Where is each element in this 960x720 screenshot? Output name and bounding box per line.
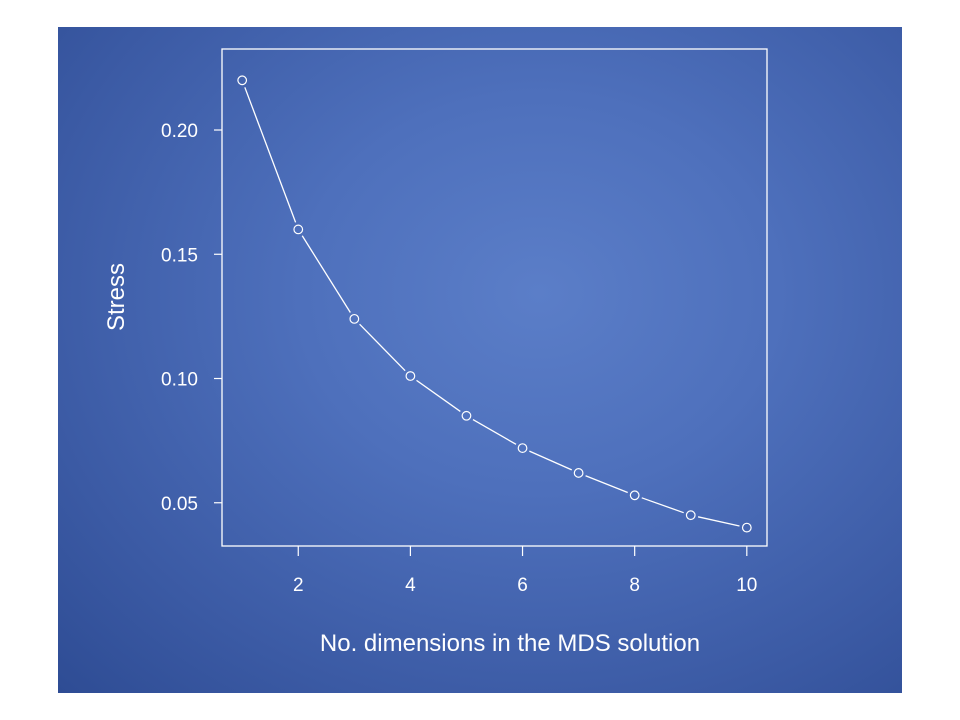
data-point bbox=[349, 313, 360, 324]
y-axis: 0.05 0.10 0.15 0.20 bbox=[161, 121, 222, 515]
x-tick-label: 2 bbox=[293, 575, 304, 596]
y-tick-label: 0.05 bbox=[161, 494, 198, 515]
data-point bbox=[629, 490, 640, 501]
series-points bbox=[237, 75, 752, 533]
stress-plot: 2 4 6 8 10 0.05 0.10 0.15 0.20 No. dimensions i… bbox=[103, 48, 768, 657]
slide-background: 2 4 6 8 10 0.05 0.10 0.15 0.20 No. dimensions i… bbox=[58, 27, 902, 693]
x-tick-label: 8 bbox=[629, 575, 640, 596]
data-point bbox=[573, 468, 584, 478]
y-tick-label: 0.10 bbox=[161, 370, 198, 391]
line-segment bbox=[472, 418, 517, 445]
line-segment bbox=[359, 323, 406, 372]
data-point bbox=[741, 522, 752, 533]
y-axis-title: Stress bbox=[103, 263, 130, 331]
line-segment bbox=[244, 87, 297, 223]
x-tick-label: 6 bbox=[517, 575, 528, 596]
line-segment bbox=[416, 379, 461, 412]
data-point bbox=[461, 410, 472, 421]
plot-frame bbox=[221, 48, 768, 547]
y-tick-label: 0.20 bbox=[161, 121, 198, 142]
data-point bbox=[293, 224, 304, 235]
data-point bbox=[237, 75, 248, 86]
data-point bbox=[405, 371, 416, 381]
x-axis: 2 4 6 8 10 bbox=[293, 546, 757, 596]
y-tick-label: 0.15 bbox=[161, 245, 198, 266]
x-tick-label: 4 bbox=[405, 575, 416, 596]
series-line bbox=[244, 87, 740, 527]
line-segment bbox=[301, 235, 351, 313]
x-axis-title: No. dimensions in the MDS solution bbox=[320, 630, 700, 657]
line-segment bbox=[529, 450, 573, 471]
x-tick-label: 10 bbox=[736, 575, 757, 596]
line-segment bbox=[697, 516, 740, 527]
line-segment bbox=[641, 497, 684, 514]
data-point bbox=[517, 443, 528, 453]
line-segment bbox=[585, 475, 628, 494]
data-point bbox=[685, 510, 696, 521]
